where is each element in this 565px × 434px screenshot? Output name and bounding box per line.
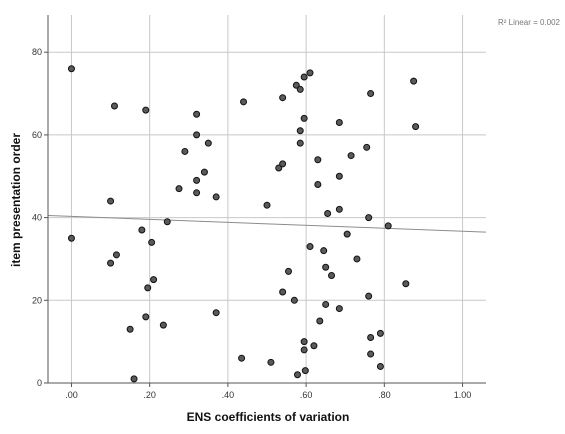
data-point [127,326,133,332]
data-point [160,322,166,328]
data-point [182,148,188,154]
data-point [348,153,354,159]
data-point [194,111,200,117]
data-point [194,132,200,138]
data-point [268,359,274,365]
y-tick-label: 40 [32,213,42,223]
axes [48,15,486,383]
data-point [403,281,409,287]
data-point [325,210,331,216]
data-point [239,355,245,361]
gridlines [48,15,486,383]
data-point [201,169,207,175]
x-tick-label: .80 [378,390,391,400]
data-point [139,227,145,233]
x-axis-ticks: .00 .20 .40 .60 .80 1.00 [65,383,471,400]
y-tick-label: 20 [32,295,42,305]
data-point [297,86,303,92]
data-point [143,314,149,320]
data-point [164,219,170,225]
data-point [301,115,307,121]
data-point [336,173,342,179]
data-point [336,120,342,126]
data-point [364,144,370,150]
data-point [280,95,286,101]
data-point [286,268,292,274]
data-point [336,306,342,312]
y-axis-title: item presentation order [9,133,23,267]
data-point [213,194,219,200]
data-point [385,223,391,229]
data-point [111,103,117,109]
data-point [264,202,270,208]
data-point [280,289,286,295]
data-point [354,256,360,262]
data-point [280,161,286,167]
x-tick-label: .00 [65,390,78,400]
data-point [176,186,182,192]
data-point [307,70,313,76]
data-point [321,248,327,254]
data-point [194,177,200,183]
data-point [149,239,155,245]
data-point [205,140,211,146]
data-point [151,277,157,283]
data-point [301,74,307,80]
data-point [131,376,137,382]
data-point [366,293,372,299]
data-point [194,190,200,196]
x-tick-label: .40 [222,390,235,400]
data-point [323,301,329,307]
data-points [68,66,418,382]
data-point [68,66,74,72]
data-point [301,339,307,345]
x-axis-title: ENS coefficients of variation [187,410,350,424]
data-point [366,215,372,221]
data-point [336,206,342,212]
data-point [291,297,297,303]
data-point [213,310,219,316]
data-point [368,91,374,97]
data-point [145,285,151,291]
x-tick-label: .60 [300,390,313,400]
data-point [68,235,74,241]
data-point [143,107,149,113]
data-point [413,124,419,130]
data-point [297,128,303,134]
data-point [108,198,114,204]
r2-linear-label: R² Linear = 0.002 [498,18,561,27]
data-point [368,335,374,341]
x-tick-label: 1.00 [454,390,472,400]
data-point [344,231,350,237]
data-point [302,368,308,374]
data-point [329,272,335,278]
y-axis-ticks: 0 20 40 60 80 [32,47,48,388]
data-point [411,78,417,84]
y-tick-label: 0 [37,378,42,388]
data-point [315,157,321,163]
x-tick-label: .20 [143,390,156,400]
data-point [315,182,321,188]
data-point [377,363,383,369]
data-point [368,351,374,357]
data-point [108,260,114,266]
data-point [307,244,313,250]
data-point [317,318,323,324]
data-point [323,264,329,270]
data-point [311,343,317,349]
data-point [113,252,119,258]
y-tick-label: 80 [32,47,42,57]
data-point [377,330,383,336]
data-point [301,347,307,353]
data-point [297,140,303,146]
data-point [241,99,247,105]
data-point [295,372,301,378]
y-tick-label: 60 [32,130,42,140]
